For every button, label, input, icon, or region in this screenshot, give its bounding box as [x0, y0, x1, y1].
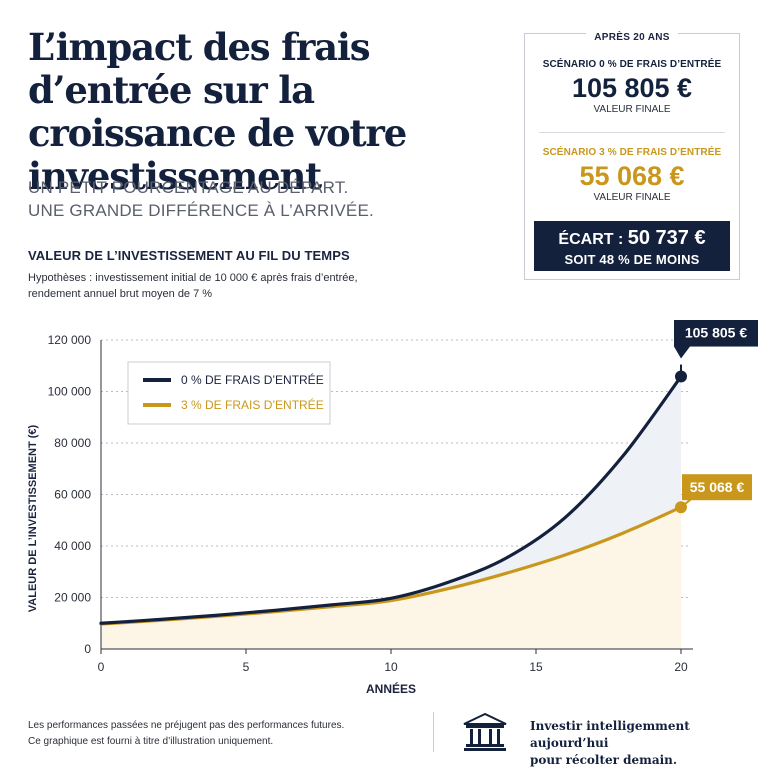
y-tick-label: 0 — [84, 642, 91, 656]
y-axis-title: VALEUR DE L’INVESTISSEMENT (€) — [27, 424, 39, 612]
x-tick-label: 10 — [384, 660, 398, 674]
summary-divider — [539, 132, 725, 133]
legend-label-3pct: 3 % DE FRAIS D’ENTRÉE — [181, 397, 324, 412]
gap-prefix: ÉCART : — [558, 231, 628, 248]
tagline-line-1: Investir intelligemment aujourd’hui — [530, 719, 690, 750]
x-tick-label: 20 — [674, 660, 688, 674]
summary-header: APRÈS 20 ANS — [525, 27, 739, 45]
y-tick-label: 40 000 — [54, 539, 91, 553]
x-tick-label: 0 — [98, 660, 105, 674]
footer-divider — [433, 712, 434, 752]
gap-banner: ÉCART : 50 737 € SOIT 48 % DE MOINS — [534, 221, 730, 271]
y-tick-label: 80 000 — [54, 436, 91, 450]
area-fill-3pct — [101, 507, 681, 649]
disclaimer-line-2: Ce graphique est fourni à titre d’illust… — [28, 736, 274, 747]
x-axis-title: ANNÉES — [366, 681, 416, 696]
end-label-0pct: 105 805 € — [685, 325, 747, 341]
section-title: VALEUR DE L’INVESTISSEMENT AU FIL DU TEM… — [28, 248, 350, 263]
y-tick-label: 100 000 — [48, 385, 92, 399]
y-tick-label: 20 000 — [54, 591, 91, 605]
scenario-0-label: SCÉNARIO 0 % DE FRAIS D’ENTRÉE — [542, 59, 722, 70]
summary-header-label: APRÈS 20 ANS — [586, 32, 678, 43]
subtitle-line-1: UN PETIT POURCENTAGE AU DÉPART. — [28, 178, 349, 197]
page-subtitle: UN PETIT POURCENTAGE AU DÉPART. UNE GRAN… — [28, 176, 498, 222]
disclaimer: Les performances passées ne préjugent pa… — [28, 718, 344, 750]
tagline: Investir intelligemment aujourd’hui pour… — [530, 718, 768, 769]
subtitle-line-2: UNE GRANDE DIFFÉRENCE À L’ARRIVÉE. — [28, 201, 374, 220]
y-tick-label: 120 000 — [48, 333, 92, 347]
callout-box-3pct — [682, 474, 752, 501]
bank-building-icon — [462, 712, 508, 757]
disclaimer-line-1: Les performances passées ne préjugent pa… — [28, 720, 345, 731]
scenario-0-value: 105 805 € — [571, 73, 693, 103]
scenario-3-label: SCÉNARIO 3 % DE FRAIS D’ENTRÉE — [542, 147, 722, 158]
x-tick-label: 5 — [243, 660, 250, 674]
area-fill-gap — [101, 376, 681, 625]
callout-stem-3pct — [680, 498, 692, 508]
legend-label-0pct: 0 % DE FRAIS D’ENTRÉE — [181, 372, 324, 387]
summary-box: APRÈS 20 ANS SCÉNARIO 0 % DE FRAIS D’ENT… — [524, 32, 740, 280]
gap-line-1: ÉCART : 50 737 € — [534, 227, 730, 250]
y-tick-label: 60 000 — [54, 488, 91, 502]
gap-line-2: SOIT 48 % DE MOINS — [564, 252, 700, 267]
end-label-3pct: 55 068 € — [690, 479, 745, 495]
hypotheses-line-2: rendement annuel brut moyen de 7 % — [28, 288, 213, 300]
hypotheses-text: Hypothèses : investissement initial de 1… — [28, 270, 458, 302]
scenario-0-block: SCÉNARIO 0 % DE FRAIS D’ENTRÉE 105 805 €… — [525, 59, 739, 115]
scenario-3-value: 55 068 € — [579, 161, 685, 191]
gap-value: 50 737 € — [627, 227, 706, 249]
scenario-3-block: SCÉNARIO 3 % DE FRAIS D’ENTRÉE 55 068 € … — [525, 147, 739, 203]
series-line-0pct — [99, 374, 683, 625]
scenario-0-sub: VALEUR FINALE — [593, 104, 671, 115]
tagline-line-2: pour récolter demain. — [530, 753, 678, 767]
callout-box-0pct — [674, 320, 758, 347]
legend-box — [127, 361, 331, 425]
page-title: L’impact des frais d’entrée sur la crois… — [28, 25, 407, 198]
scenario-3-sub: VALEUR FINALE — [593, 192, 671, 203]
x-tick-label: 15 — [529, 660, 543, 674]
growth-chart: 0 20 000 40 000 60 000 80 000 100 000 120 000 0… — [27, 320, 758, 696]
callout-pointer-0pct — [674, 346, 690, 359]
hypotheses-line-1: Hypothèses : investissement initial de 1… — [28, 272, 358, 284]
